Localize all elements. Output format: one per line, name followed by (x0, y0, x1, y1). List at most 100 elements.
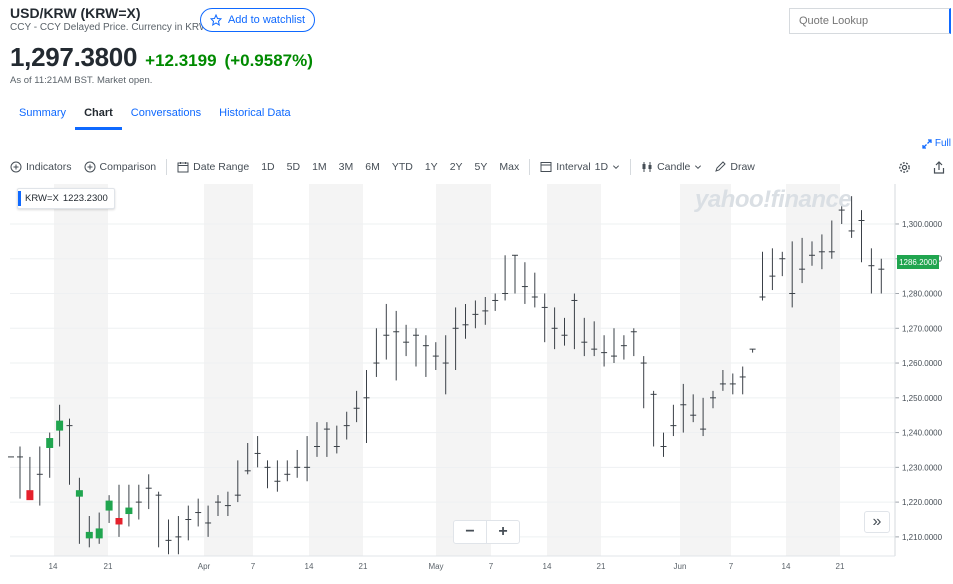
candle[interactable] (828, 220, 835, 259)
candle[interactable] (323, 422, 330, 457)
candle[interactable] (452, 307, 459, 370)
candle[interactable] (512, 254, 518, 294)
candle[interactable] (314, 422, 320, 457)
zoom-out-button[interactable]: − (454, 521, 487, 543)
tab-chart[interactable]: Chart (75, 100, 122, 130)
candle[interactable] (115, 484, 123, 537)
candle[interactable] (462, 303, 469, 339)
candle[interactable] (482, 296, 489, 325)
candle[interactable] (294, 449, 301, 478)
candle[interactable] (264, 460, 271, 489)
candle[interactable] (175, 516, 182, 555)
candle[interactable] (105, 495, 113, 523)
candle[interactable] (472, 300, 479, 329)
candle[interactable] (373, 328, 380, 377)
indicators-button[interactable]: Indicators (0, 161, 78, 173)
date-range-button[interactable]: Date Range (171, 161, 255, 173)
candle[interactable] (422, 335, 429, 377)
candle[interactable] (769, 248, 776, 291)
candle[interactable] (521, 262, 528, 304)
candle[interactable] (749, 348, 756, 353)
candle[interactable] (56, 404, 64, 447)
candle[interactable] (85, 516, 93, 548)
range-ytd[interactable]: YTD (391, 161, 413, 173)
candle[interactable] (848, 196, 855, 238)
range-1m[interactable]: 1M (312, 161, 327, 173)
candle[interactable] (135, 484, 142, 520)
candle[interactable] (640, 356, 647, 409)
tab-historical-data[interactable]: Historical Data (219, 107, 291, 119)
candle[interactable] (581, 317, 588, 357)
range-5d[interactable]: 5D (286, 161, 301, 173)
candle[interactable] (333, 425, 340, 454)
candle[interactable] (719, 370, 726, 391)
candle[interactable] (205, 505, 212, 537)
settings-button[interactable] (898, 155, 911, 179)
candle[interactable] (571, 293, 578, 350)
candle[interactable] (710, 390, 716, 409)
candle[interactable] (601, 335, 608, 367)
candle[interactable] (195, 498, 202, 527)
candle[interactable] (779, 251, 786, 277)
candle[interactable] (284, 460, 291, 482)
candle[interactable] (878, 258, 885, 294)
range-3m[interactable]: 3M (338, 161, 354, 173)
draw-button[interactable]: Draw (708, 161, 761, 173)
candle[interactable] (838, 203, 845, 224)
candle[interactable] (591, 321, 598, 357)
candle[interactable] (670, 404, 677, 437)
candle[interactable] (95, 512, 103, 544)
candle[interactable] (353, 390, 360, 423)
candle[interactable] (274, 460, 281, 492)
candle[interactable] (630, 328, 637, 357)
fullscreen-button[interactable]: Full (922, 138, 951, 149)
candle[interactable] (799, 237, 806, 284)
price-chart[interactable]: 1,300.00001,290.00001,280.00001,270.0000… (0, 184, 953, 584)
candle[interactable] (739, 366, 746, 395)
candle[interactable] (145, 474, 152, 510)
candle[interactable] (868, 248, 875, 294)
candle[interactable] (700, 397, 707, 437)
candle[interactable] (680, 383, 687, 433)
candle[interactable] (165, 519, 172, 555)
candle[interactable] (660, 432, 667, 457)
candle[interactable] (66, 418, 73, 485)
candle[interactable] (75, 477, 83, 544)
candle[interactable] (442, 335, 449, 395)
range-1y[interactable]: 1Y (424, 161, 438, 173)
candle[interactable] (413, 328, 419, 367)
range-1d[interactable]: 1D (261, 161, 275, 173)
candle[interactable] (363, 370, 370, 444)
range-max[interactable]: Max (499, 161, 520, 173)
chart-type-dropdown[interactable]: Candle (635, 161, 708, 173)
tab-conversations[interactable]: Conversations (130, 107, 202, 119)
candle[interactable] (403, 324, 410, 357)
candle[interactable] (383, 303, 390, 360)
candle[interactable] (224, 491, 231, 517)
quote-lookup-input[interactable] (789, 8, 951, 34)
candlestick-chart[interactable]: 1,300.00001,290.00001,280.00001,270.0000… (0, 184, 953, 584)
comparison-button[interactable]: Comparison (78, 161, 163, 173)
candle[interactable] (502, 255, 509, 301)
candle[interactable] (759, 251, 766, 301)
candle[interactable] (304, 436, 311, 482)
scroll-to-latest-button[interactable]: » (864, 511, 890, 533)
candle[interactable] (611, 328, 617, 364)
candle[interactable] (234, 460, 241, 503)
candle[interactable] (244, 443, 251, 475)
candle[interactable] (17, 446, 23, 499)
candle[interactable] (36, 446, 43, 506)
candle[interactable] (818, 234, 825, 270)
candle[interactable] (432, 342, 439, 370)
candle[interactable] (650, 390, 657, 447)
candle[interactable] (185, 505, 192, 541)
range-5y[interactable]: 5Y (474, 161, 488, 173)
candle[interactable] (551, 307, 558, 350)
candle[interactable] (492, 293, 499, 311)
range-2y[interactable]: 2Y (449, 161, 463, 173)
candle[interactable] (561, 317, 568, 346)
add-to-watchlist-button[interactable]: Add to watchlist (200, 8, 315, 32)
candle[interactable] (215, 495, 221, 517)
range-6m[interactable]: 6M (365, 161, 380, 173)
interval-dropdown[interactable]: Interval 1D (534, 161, 626, 173)
